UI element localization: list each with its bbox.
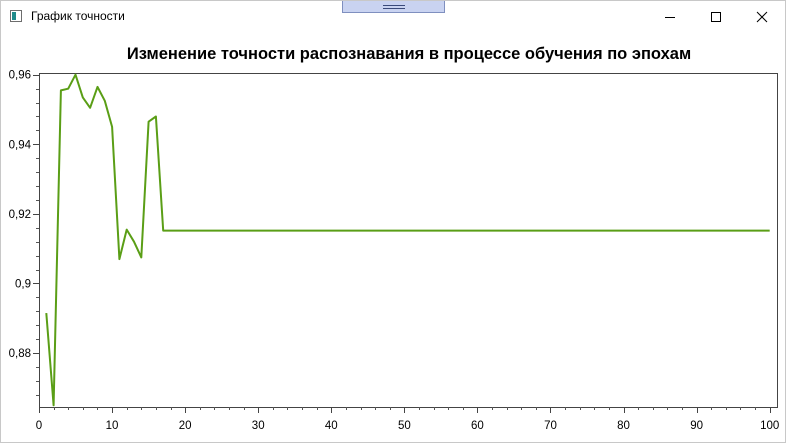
x-tick-label: 70: [544, 420, 557, 432]
close-icon: [756, 11, 768, 22]
maximize-button[interactable]: [693, 1, 739, 32]
minimize-icon: [665, 16, 675, 18]
y-tick-label: 0,92: [9, 209, 31, 221]
y-tick-label: 0,94: [9, 139, 32, 151]
y-tick-label: 0,96: [9, 70, 31, 82]
x-tick-label: 100: [760, 420, 779, 432]
plot-area-frame: [39, 73, 778, 408]
x-tick-label: 30: [252, 420, 265, 432]
maximize-icon: [711, 11, 721, 22]
x-tick-label: 10: [106, 420, 119, 432]
x-tick-label: 80: [617, 420, 630, 432]
x-tick-label: 0: [36, 420, 42, 432]
x-tick-label: 40: [325, 420, 338, 432]
chart-axes: 0 10 20 30 40 50 60 70 80 90 100 0,88 0,9 0,92 0,94 0,9…: [9, 70, 780, 432]
minimize-button[interactable]: [647, 1, 693, 32]
x-tick-label: 90: [690, 420, 703, 432]
accuracy-series-line: [45, 73, 770, 407]
chart-title: Изменение точности распознавания в проце…: [127, 45, 691, 63]
y-tick-label: 0,9: [15, 278, 31, 290]
app-window-icon: [10, 10, 22, 22]
window-title: График точности: [31, 9, 125, 23]
x-tick-label: 60: [471, 420, 484, 432]
title-bar[interactable]: График точности: [1, 1, 785, 32]
x-tick-label: 20: [179, 420, 192, 432]
close-button[interactable]: [739, 1, 785, 32]
x-tick-label: 50: [398, 420, 411, 432]
series-layer: [45, 73, 770, 407]
drag-handle[interactable]: [342, 1, 445, 13]
y-tick-label: 0,88: [9, 348, 31, 360]
